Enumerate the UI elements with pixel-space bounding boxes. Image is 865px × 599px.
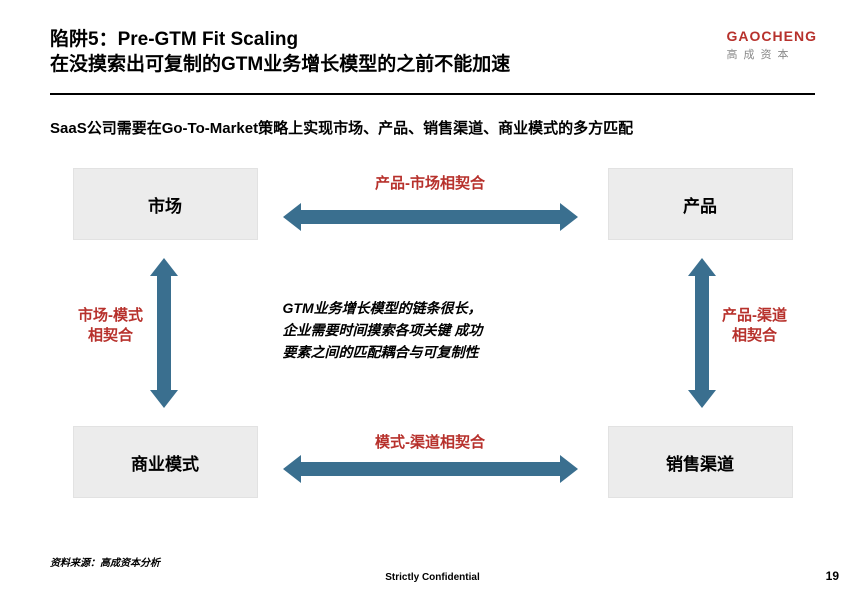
header-divider — [50, 93, 815, 95]
subtitle: SaaS公司需要在Go-To-Market策略上实现市场、产品、销售渠道、商业模… — [50, 117, 815, 138]
title-line-2: 在没摸索出可复制的GTM业务增长模型的之前不能加速 — [50, 53, 815, 78]
node-product: 产品 — [608, 168, 793, 240]
arrow-left — [155, 258, 173, 408]
center-description: GTM业务增长模型的链条很长， 企业需要时间摸索各项关键 成功 要素之间的匹配耦… — [283, 298, 583, 363]
edge-label-left: 市场-模式 相契合 — [71, 306, 151, 345]
arrow-top — [283, 208, 578, 226]
logo-sub-text: 高成资本 — [727, 46, 817, 62]
node-sales-channel: 销售渠道 — [608, 426, 793, 498]
edge-label-right: 产品-渠道 相契合 — [715, 306, 795, 345]
source-note: 资料来源：高成资本分析 — [50, 554, 160, 569]
edge-label-bottom: 模式-渠道相契合 — [283, 433, 578, 453]
confidential-label: Strictly Confidential — [0, 572, 865, 583]
arrow-right — [693, 258, 711, 408]
brand-logo: GAOCHENG 高成资本 — [727, 28, 817, 62]
node-business-model: 商业模式 — [73, 426, 258, 498]
logo-main-text: GAOCHENG — [727, 28, 817, 44]
node-market: 市场 — [73, 168, 258, 240]
arrow-bottom — [283, 460, 578, 478]
page-number: 19 — [826, 569, 839, 583]
gtm-diagram: 市场 产品 商业模式 销售渠道 产品-市场相契合 模式-渠道相契合 市场-模式 … — [53, 168, 813, 498]
title-line-1: 陷阱5：Pre-GTM Fit Scaling — [50, 28, 815, 53]
edge-label-top: 产品-市场相契合 — [283, 174, 578, 194]
slide-header: 陷阱5：Pre-GTM Fit Scaling 在没摸索出可复制的GTM业务增长… — [0, 0, 865, 87]
